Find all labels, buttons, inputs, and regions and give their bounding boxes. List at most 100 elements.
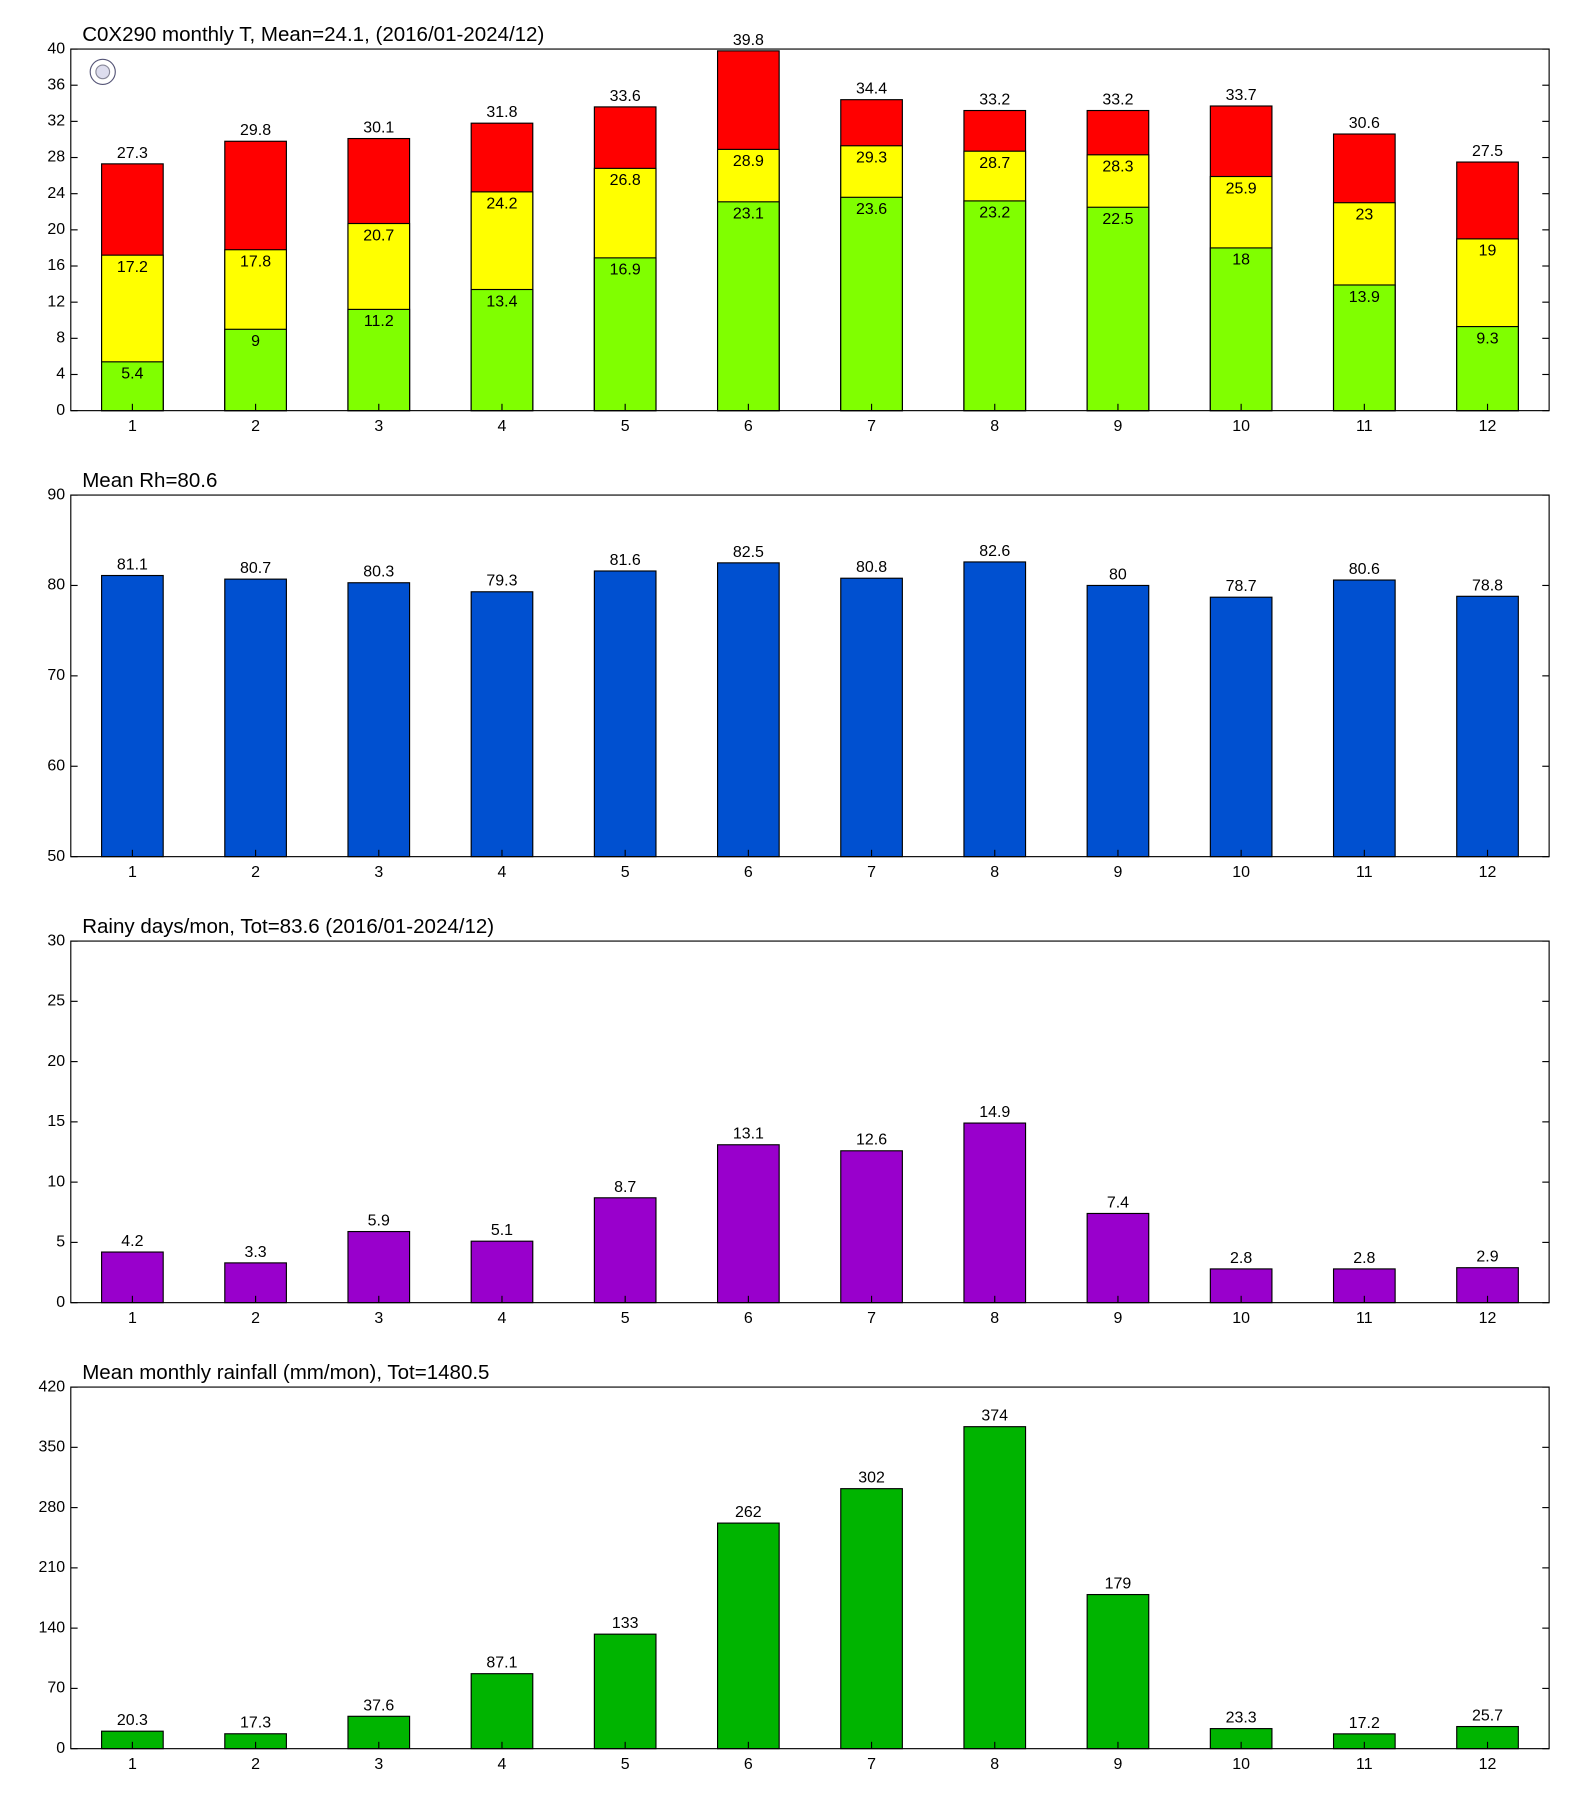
value-label: 9 [251, 333, 260, 350]
x-tick-label: 6 [744, 1756, 753, 1773]
value-label: 2.8 [1353, 1250, 1375, 1267]
value-label: 31.8 [486, 104, 517, 121]
x-tick-label: 5 [621, 864, 630, 881]
value-label: 29.8 [240, 122, 271, 139]
value-label: 29.3 [856, 150, 887, 167]
x-tick-label: 2 [251, 1756, 260, 1773]
value-label: 30.1 [363, 119, 394, 136]
value-label: 80.7 [240, 560, 271, 577]
x-tick-label: 9 [1114, 1310, 1123, 1327]
value-label: 30.6 [1349, 115, 1380, 132]
y-tick-label: 420 [38, 1378, 65, 1395]
y-tick-label: 60 [47, 757, 65, 774]
value-label: 82.5 [733, 544, 764, 561]
value-label: 23.2 [979, 205, 1010, 222]
bar [101, 574, 164, 858]
value-label: 81.1 [117, 556, 148, 573]
y-tick-label: 280 [38, 1499, 65, 1516]
x-tick-label: 1 [128, 1756, 137, 1773]
x-tick-label: 10 [1232, 864, 1250, 881]
value-label: 17.3 [240, 1715, 271, 1732]
value-label: 28.3 [1102, 159, 1133, 176]
bar [716, 201, 780, 412]
plot-frame [70, 1386, 1550, 1750]
plot-frame [70, 940, 1550, 1304]
x-tick-label: 5 [621, 1756, 630, 1773]
bar [840, 577, 903, 858]
bar [840, 196, 903, 412]
bar [840, 1150, 903, 1304]
value-label: 82.6 [979, 543, 1010, 560]
x-tick-label: 2 [251, 418, 260, 435]
x-tick-label: 4 [498, 418, 507, 435]
value-label: 12.6 [856, 1132, 887, 1149]
value-label: 33.7 [1226, 87, 1257, 104]
x-tick-label: 2 [251, 864, 260, 881]
bar [1086, 584, 1150, 858]
plot-frame [70, 48, 1550, 412]
y-tick-label: 80 [47, 577, 65, 594]
y-tick-label: 28 [47, 149, 65, 166]
x-tick-label: 10 [1232, 418, 1250, 435]
x-tick-label: 1 [128, 864, 137, 881]
value-label: 28.7 [979, 155, 1010, 172]
value-label: 25.7 [1472, 1707, 1503, 1724]
value-label: 80.6 [1349, 561, 1380, 578]
y-tick-label: 25 [47, 993, 65, 1010]
value-label: 374 [981, 1408, 1008, 1425]
bar [1209, 247, 1273, 412]
bar [593, 570, 657, 858]
bar [347, 1230, 411, 1304]
x-tick-label: 9 [1114, 418, 1123, 435]
x-tick-label: 3 [374, 418, 383, 435]
value-label: 11.2 [364, 313, 394, 330]
value-label: 81.6 [610, 552, 641, 569]
y-tick-label: 50 [47, 848, 65, 865]
value-label: 2.8 [1230, 1250, 1252, 1267]
x-tick-label: 7 [867, 1310, 876, 1327]
value-label: 2.9 [1476, 1249, 1498, 1266]
x-tick-label: 12 [1479, 1756, 1497, 1773]
value-label: 80.8 [856, 559, 887, 576]
y-tick-label: 20 [47, 1053, 65, 1070]
x-tick-label: 7 [867, 864, 876, 881]
bar [470, 1673, 534, 1750]
x-tick-label: 12 [1479, 864, 1497, 881]
x-tick-label: 11 [1356, 1310, 1373, 1327]
x-tick-label: 6 [744, 864, 753, 881]
bar [470, 1240, 534, 1304]
value-label: 3.3 [244, 1244, 266, 1261]
value-label: 7.4 [1107, 1194, 1129, 1211]
x-tick-label: 3 [374, 1310, 383, 1327]
value-label: 26.8 [610, 172, 641, 189]
value-label: 33.6 [610, 88, 641, 105]
x-tick-label: 11 [1356, 418, 1373, 435]
x-tick-label: 7 [867, 1756, 876, 1773]
value-label: 5.1 [491, 1222, 513, 1239]
value-label: 17.8 [240, 254, 271, 271]
value-label: 19 [1479, 243, 1497, 260]
bar [470, 591, 534, 858]
x-tick-label: 6 [744, 418, 753, 435]
x-tick-label: 4 [498, 1756, 507, 1773]
y-tick-label: 36 [47, 76, 65, 93]
logo [89, 58, 116, 85]
value-label: 27.3 [117, 145, 148, 162]
value-label: 24.2 [486, 196, 517, 213]
x-tick-label: 5 [621, 1310, 630, 1327]
x-tick-label: 5 [621, 418, 630, 435]
bar [716, 562, 780, 858]
y-tick-label: 70 [47, 1680, 65, 1697]
value-label: 33.2 [979, 91, 1010, 108]
bar [593, 1633, 657, 1750]
y-tick-label: 10 [47, 1173, 65, 1190]
value-label: 78.7 [1226, 578, 1257, 595]
x-tick-label: 8 [990, 1756, 999, 1773]
x-tick-label: 7 [867, 418, 876, 435]
bar [1456, 326, 1519, 412]
bar [963, 561, 1027, 858]
chart-title: Rainy days/mon, Tot=83.6 (2016/01-2024/1… [82, 915, 494, 938]
x-tick-label: 9 [1114, 864, 1123, 881]
y-tick-label: 90 [47, 486, 65, 503]
value-label: 28.9 [733, 153, 764, 170]
